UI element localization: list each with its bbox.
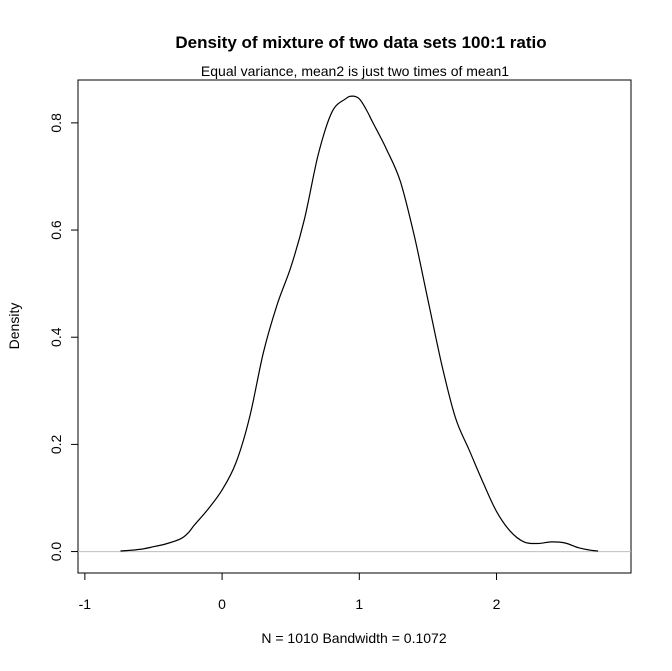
chart-title: Density of mixture of two data sets 100:… [175,33,546,52]
density-line [120,95,599,552]
y-tick-label: 0.2 [48,434,64,454]
x-axis: -1 0 1 2 [79,572,501,612]
y-axis-label: Density [6,303,22,350]
x-axis-label: N = 1010 Bandwidth = 0.1072 [261,630,446,646]
y-tick-label: 0.6 [48,220,64,240]
x-tick-label: 0 [218,596,226,612]
x-tick-label: -1 [79,596,92,612]
x-tick-label: 1 [355,596,363,612]
y-axis: 0.0 0.2 0.4 0.6 0.8 [48,113,79,562]
y-tick-label: 0.4 [48,327,64,347]
y-tick-label: 0.0 [48,542,64,562]
y-tick-label: 0.8 [48,113,64,133]
x-tick-label: 2 [493,596,501,612]
plot-frame [77,79,632,574]
chart-subtitle: Equal variance, mean2 is just two times … [201,63,509,79]
